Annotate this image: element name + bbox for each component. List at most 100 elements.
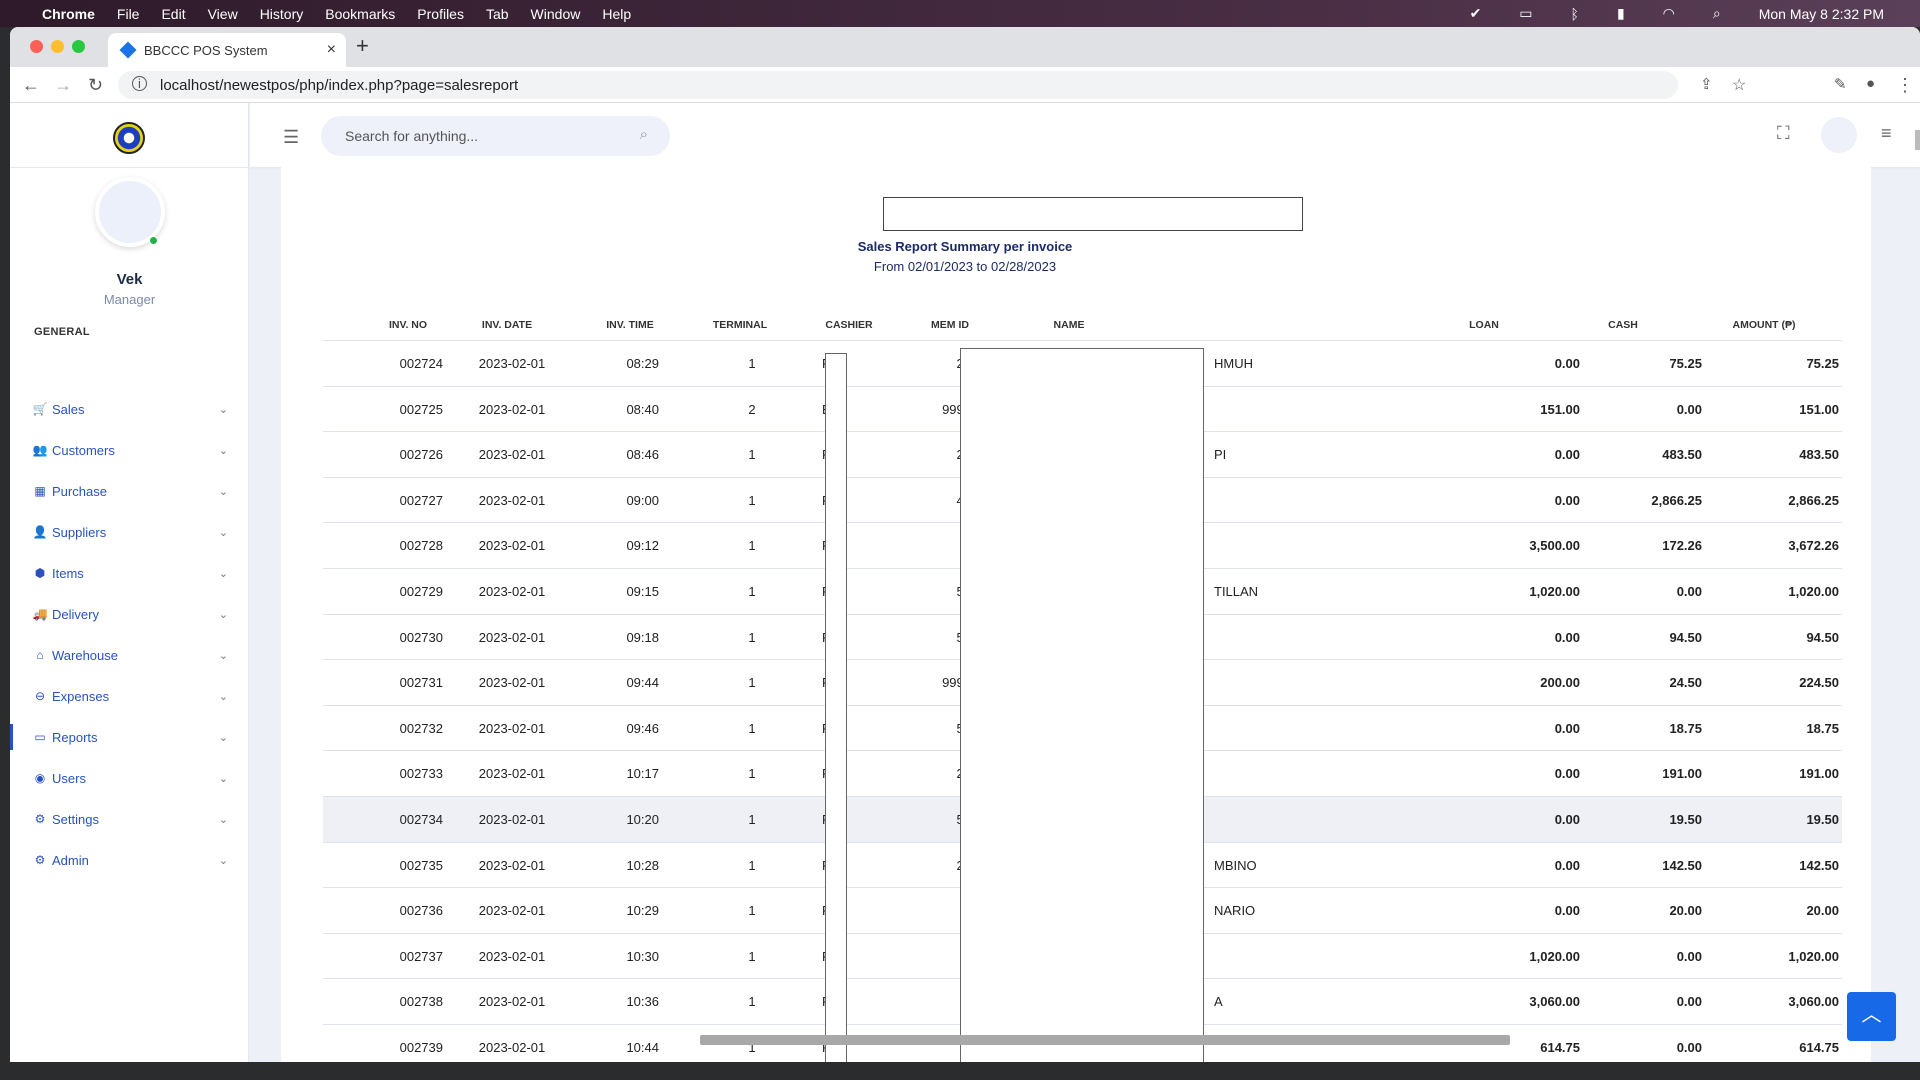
sidebar-item-items[interactable]: ⬢ Items ⌄ bbox=[32, 558, 242, 588]
cell-inv-date: 2023-02-01 bbox=[478, 675, 546, 691]
address-bar-row: ← → ↻ i localhost/newestpos/php/index.ph… bbox=[10, 67, 1920, 103]
cell-terminal: 1 bbox=[748, 812, 756, 827]
column-header[interactable]: INV. DATE bbox=[481, 319, 533, 331]
sidebar-item-label: Users bbox=[52, 770, 86, 786]
extensions-icon[interactable]: ✎ bbox=[1834, 76, 1847, 93]
cell-loan: 0.00 bbox=[1554, 720, 1580, 736]
sidebar-item-purchase[interactable]: ▦ Purchase ⌄ bbox=[32, 476, 242, 506]
cell-cash: 0.00 bbox=[1676, 401, 1702, 417]
sidebar-item-suppliers[interactable]: 👤 Suppliers ⌄ bbox=[32, 517, 242, 547]
sidebar-item-users[interactable]: ◉ Users ⌄ bbox=[32, 763, 242, 793]
forward-icon[interactable]: → bbox=[54, 75, 72, 95]
cell-name: TILLAN bbox=[1214, 584, 1259, 599]
bluetooth-icon[interactable]: ᛒ bbox=[1570, 5, 1579, 22]
share-icon[interactable]: ⇪ bbox=[1700, 76, 1713, 93]
cell-inv-no: 002736 bbox=[399, 903, 443, 919]
user-avatar bbox=[95, 177, 165, 247]
cell-name: A bbox=[1214, 994, 1223, 1010]
app-menu[interactable]: Chrome bbox=[42, 5, 95, 22]
sidebar-item-customers[interactable]: 👥 Customers ⌄ bbox=[32, 435, 242, 465]
menu-tab[interactable]: Tab bbox=[485, 5, 509, 22]
menu-bookmarks[interactable]: Bookmarks bbox=[325, 5, 396, 22]
cell-amount: 3,672.26 bbox=[1788, 538, 1839, 554]
column-header[interactable]: INV. NO bbox=[388, 319, 428, 331]
chevron-up-icon: ︿ bbox=[1861, 1004, 1882, 1026]
close-window-button[interactable] bbox=[30, 40, 43, 53]
column-header[interactable]: CASH bbox=[1608, 319, 1638, 331]
new-tab-button[interactable]: + bbox=[356, 33, 369, 58]
tab-bbccc-pos[interactable]: BBCCC POS System × bbox=[108, 33, 346, 67]
sidebar-item-expenses[interactable]: ⊖ Expenses ⌄ bbox=[32, 681, 242, 711]
vertical-scrollbar[interactable] bbox=[1915, 130, 1920, 150]
cell-inv-no: 002733 bbox=[399, 766, 443, 782]
menu-help[interactable]: Help bbox=[602, 5, 632, 22]
sidebar-item-settings[interactable]: ⚙ Settings ⌄ bbox=[32, 804, 242, 834]
cell-inv-date: 2023-02-01 bbox=[478, 766, 546, 782]
header-avatar[interactable] bbox=[1821, 117, 1857, 153]
cell-amount: 142.50 bbox=[1799, 857, 1839, 873]
clock[interactable]: Mon May 8 2:32 PM bbox=[1758, 5, 1884, 22]
cell-inv-time: 08:40 bbox=[626, 401, 659, 417]
minus-circle-icon: ⊖ bbox=[34, 689, 46, 703]
cell-inv-date: 2023-02-01 bbox=[478, 356, 546, 371]
profile-avatar-icon[interactable]: ● bbox=[1866, 75, 1876, 92]
cell-loan: 1,020.00 bbox=[1529, 584, 1580, 599]
display-icon[interactable]: ▭ bbox=[1519, 5, 1533, 21]
menu-profiles[interactable]: Profiles bbox=[417, 5, 464, 22]
info-icon[interactable]: i bbox=[132, 76, 147, 91]
horizontal-scrollbar[interactable] bbox=[700, 1035, 1510, 1045]
sidebar-item-reports[interactable]: ▭ Reports ⌄ bbox=[10, 722, 242, 752]
sidebar-item-delivery[interactable]: 🚚 Delivery ⌄ bbox=[32, 599, 242, 629]
wifi-icon[interactable]: ◠ bbox=[1662, 5, 1675, 21]
column-header[interactable]: INV. TIME bbox=[606, 319, 654, 331]
back-icon[interactable]: ← bbox=[22, 75, 40, 95]
kebab-menu-icon[interactable]: ⋮ bbox=[1896, 75, 1914, 95]
browser-window: BBCCC POS System × + ← → ↻ i localhost/n… bbox=[10, 27, 1920, 1062]
search-icon[interactable]: ⌕ bbox=[639, 126, 648, 143]
cell-terminal: 1 bbox=[748, 538, 756, 554]
cell-cash: 0.00 bbox=[1676, 948, 1702, 964]
column-header[interactable]: LOAN bbox=[1469, 319, 1499, 331]
cell-loan: 0.00 bbox=[1554, 356, 1580, 371]
checkmark-icon[interactable]: ✔ bbox=[1469, 5, 1482, 21]
scroll-to-top-button[interactable]: ︿ bbox=[1847, 992, 1896, 1041]
cell-loan: 3,060.00 bbox=[1529, 994, 1580, 1010]
cell-inv-date: 2023-02-01 bbox=[478, 492, 546, 508]
menu-edit[interactable]: Edit bbox=[161, 5, 186, 22]
menu-history[interactable]: History bbox=[259, 5, 304, 22]
search-input[interactable]: Search for anything... ⌕ bbox=[321, 116, 670, 156]
battery-icon[interactable]: ▮ bbox=[1616, 5, 1625, 21]
cell-terminal: 1 bbox=[748, 447, 756, 463]
menu-toggle-icon[interactable]: ☰ bbox=[283, 127, 300, 147]
bookmark-star-icon[interactable]: ☆ bbox=[1732, 77, 1747, 94]
menu-view[interactable]: View bbox=[207, 5, 238, 22]
close-tab-icon[interactable]: × bbox=[326, 41, 336, 58]
column-header[interactable]: NAME bbox=[1053, 319, 1085, 331]
column-header[interactable]: MEM ID bbox=[931, 319, 969, 331]
column-header[interactable]: TERMINAL bbox=[712, 319, 768, 331]
column-header[interactable]: CASHIER bbox=[825, 319, 873, 331]
column-header[interactable]: AMOUNT (₱) bbox=[1732, 319, 1796, 331]
minimize-window-button[interactable] bbox=[51, 40, 64, 53]
cell-terminal: 1 bbox=[748, 720, 756, 736]
table-row[interactable]: 0027292023-02-0109:151Ru51TILLAN1,020.00… bbox=[323, 569, 1842, 615]
cell-cash: 172.26 bbox=[1662, 538, 1702, 554]
cell-amount: 224.50 bbox=[1799, 675, 1839, 691]
reload-icon[interactable]: ↻ bbox=[88, 75, 104, 95]
cell-inv-no: 002737 bbox=[399, 948, 443, 964]
company-logo[interactable] bbox=[113, 122, 145, 154]
search-icon[interactable]: ⌕ bbox=[1712, 5, 1721, 21]
fullscreen-icon[interactable]: ⛶ bbox=[1777, 123, 1790, 143]
url-input[interactable]: i localhost/newestpos/php/index.php?page… bbox=[118, 71, 1678, 99]
sidebar-item-sales[interactable]: 🛒 Sales ⌄ bbox=[32, 394, 242, 424]
sidebar-item-admin[interactable]: ⚙ Admin ⌄ bbox=[32, 845, 242, 875]
chevron-down-icon: ⌄ bbox=[218, 690, 228, 703]
macos-menubar: Chrome File Edit View History Bookmarks … bbox=[0, 0, 1920, 27]
cell-inv-time: 09:44 bbox=[626, 675, 659, 691]
sidebar-item-warehouse[interactable]: ⌂ Warehouse ⌄ bbox=[32, 640, 242, 670]
zoom-window-button[interactable] bbox=[72, 40, 85, 53]
cell-cash: 191.00 bbox=[1662, 766, 1702, 782]
hamburger-menu-icon[interactable]: ≡ bbox=[1881, 123, 1892, 143]
menu-window[interactable]: Window bbox=[530, 5, 581, 22]
menu-file[interactable]: File bbox=[116, 5, 140, 22]
